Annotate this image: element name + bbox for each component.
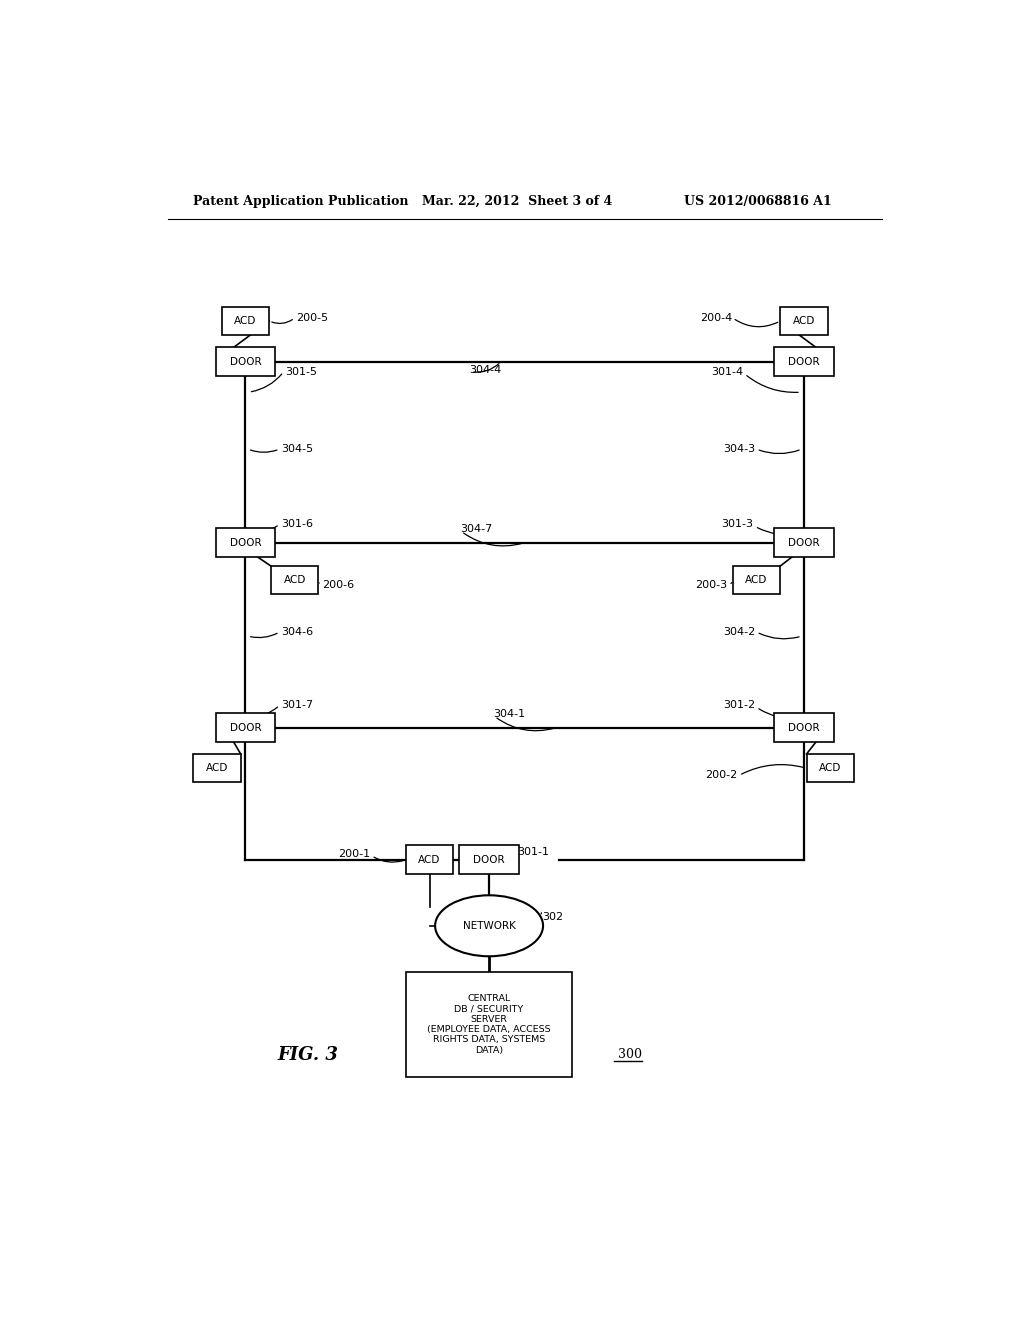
Text: 304-7: 304-7 — [460, 524, 492, 535]
Text: DOOR: DOOR — [229, 356, 261, 367]
Text: DOOR: DOOR — [229, 537, 261, 548]
Text: 301-7: 301-7 — [282, 700, 313, 710]
Text: FIG. 3: FIG. 3 — [278, 1045, 338, 1064]
Text: Mar. 22, 2012  Sheet 3 of 4: Mar. 22, 2012 Sheet 3 of 4 — [422, 194, 612, 207]
Text: DOOR: DOOR — [473, 855, 505, 865]
Text: 301-5: 301-5 — [285, 367, 317, 376]
FancyBboxPatch shape — [807, 754, 854, 783]
Text: ACD: ACD — [419, 855, 440, 865]
FancyBboxPatch shape — [221, 306, 269, 335]
Text: DOOR: DOOR — [788, 537, 820, 548]
Text: 200-5: 200-5 — [296, 313, 329, 323]
Text: 200-7: 200-7 — [209, 771, 242, 781]
Text: 301-3: 301-3 — [721, 519, 754, 529]
Text: ACD: ACD — [284, 576, 306, 585]
Text: ACD: ACD — [206, 763, 228, 774]
Text: ACD: ACD — [793, 315, 815, 326]
Text: US 2012/0068816 A1: US 2012/0068816 A1 — [684, 194, 831, 207]
Text: 200-6: 200-6 — [323, 581, 354, 590]
Text: Patent Application Publication: Patent Application Publication — [194, 194, 409, 207]
Text: DOOR: DOOR — [788, 722, 820, 733]
Text: 301-2: 301-2 — [723, 700, 755, 710]
Text: ACD: ACD — [819, 763, 842, 774]
Text: CENTRAL
DB / SECURITY
SERVER
(EMPLOYEE DATA, ACCESS
RIGHTS DATA, SYSTEMS
DATA): CENTRAL DB / SECURITY SERVER (EMPLOYEE D… — [427, 994, 551, 1055]
Text: 301-6: 301-6 — [282, 519, 313, 529]
Text: 304-2: 304-2 — [723, 627, 755, 638]
Text: 200-3: 200-3 — [695, 581, 727, 590]
FancyBboxPatch shape — [733, 566, 780, 594]
Text: NETWORK: NETWORK — [463, 921, 515, 931]
Text: 303: 303 — [529, 978, 551, 989]
Ellipse shape — [435, 895, 543, 956]
Text: 200-2: 200-2 — [706, 771, 737, 780]
FancyBboxPatch shape — [774, 347, 834, 376]
FancyBboxPatch shape — [270, 566, 318, 594]
Text: 200-4: 200-4 — [700, 313, 733, 323]
FancyBboxPatch shape — [216, 713, 275, 742]
Text: 301-4: 301-4 — [711, 367, 743, 376]
Text: 200-1: 200-1 — [338, 849, 370, 858]
Text: ACD: ACD — [234, 315, 257, 326]
Text: 301-1: 301-1 — [517, 846, 549, 857]
FancyBboxPatch shape — [216, 528, 275, 557]
Text: 302: 302 — [543, 912, 563, 921]
FancyBboxPatch shape — [194, 754, 241, 783]
Text: 304-5: 304-5 — [282, 444, 313, 454]
Text: 304-1: 304-1 — [494, 709, 525, 719]
Text: DOOR: DOOR — [229, 722, 261, 733]
FancyBboxPatch shape — [780, 306, 828, 335]
Text: 304-6: 304-6 — [282, 627, 313, 638]
Text: 300: 300 — [618, 1048, 642, 1061]
FancyBboxPatch shape — [406, 846, 454, 874]
FancyBboxPatch shape — [774, 713, 834, 742]
FancyBboxPatch shape — [216, 347, 275, 376]
Text: 304-3: 304-3 — [723, 444, 755, 454]
FancyBboxPatch shape — [774, 528, 834, 557]
FancyBboxPatch shape — [406, 972, 572, 1077]
Text: DOOR: DOOR — [788, 356, 820, 367]
Text: 304-4: 304-4 — [469, 364, 502, 375]
Text: ACD: ACD — [745, 576, 768, 585]
FancyBboxPatch shape — [460, 846, 519, 874]
